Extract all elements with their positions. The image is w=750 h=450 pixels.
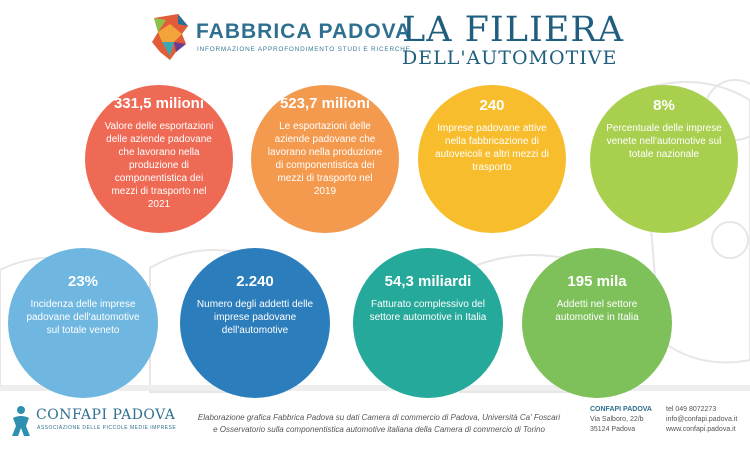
stat-circle-export-2019: 523,7 milioni Le esportazioni delle azie… bbox=[251, 85, 399, 233]
brand-tagline: INFORMAZIONE APPROFONDIMENTO STUDI E RIC… bbox=[197, 46, 411, 53]
stat-value: 54,3 miliardi bbox=[384, 273, 472, 290]
confapi-figure-logo-icon bbox=[12, 406, 30, 436]
stat-circle-fatturato: 54,3 miliardi Fatturato complessivo del … bbox=[353, 248, 503, 398]
contact-website[interactable]: www.confapi.padova.it bbox=[666, 426, 736, 433]
stat-description: Numero degli addetti delle imprese padov… bbox=[196, 299, 314, 336]
address-block: CONFAPI PADOVA Via Salboro, 22/b 35124 P… bbox=[590, 405, 652, 435]
confapi-tagline: ASSOCIAZIONE DELLE PICCOLE MEDIE IMPRESE bbox=[37, 425, 177, 431]
page-title: LA FILIERA bbox=[402, 10, 624, 50]
address-street: Via Salboro, 22/b bbox=[590, 416, 644, 423]
stat-circle-percentuale-imprese: 8% Percentuale delle imprese venete nell… bbox=[590, 85, 738, 233]
page-subtitle: DELL'AUTOMOTIVE bbox=[402, 47, 618, 69]
stat-circle-addetti-italia: 195 mila Addetti nel settore automotive … bbox=[522, 248, 672, 398]
stat-description: Addetti nel settore automotive in Italia bbox=[555, 299, 639, 323]
stat-value: 8% bbox=[653, 97, 675, 114]
contact-email[interactable]: info@confapi.padova.it bbox=[666, 416, 738, 423]
brand-name: FABBRICA PADOVA bbox=[196, 20, 412, 43]
stat-description: Incidenza delle imprese padovane dell'au… bbox=[26, 299, 140, 336]
stat-circle-addetti-padova: 2.240 Numero degli addetti delle imprese… bbox=[180, 248, 330, 398]
contact-block: tel 049 8072273 info@confapi.padova.it w… bbox=[666, 405, 737, 435]
credits-text: Elaborazione grafica Fabbrica Padova su … bbox=[170, 412, 588, 436]
stat-circle-imprese-attive: 240 Imprese padovane attive nella fabbri… bbox=[418, 85, 566, 233]
contact-tel: tel 049 8072273 bbox=[666, 406, 717, 413]
stat-description: Imprese padovane attive nella fabbricazi… bbox=[435, 123, 549, 173]
stat-value: 331,5 milioni bbox=[113, 95, 205, 112]
stat-description: Fatturato complessivo del settore automo… bbox=[369, 299, 487, 323]
address-city: 35124 Padova bbox=[590, 426, 636, 433]
credits-line: Elaborazione grafica Fabbrica Padova su … bbox=[197, 413, 561, 422]
stat-description: Le esportazioni delle aziende padovane c… bbox=[267, 121, 383, 197]
address-name: CONFAPI PADOVA bbox=[590, 406, 652, 413]
stat-circle-export-2021: 331,5 milioni Valore delle esportazioni … bbox=[85, 85, 233, 233]
stat-description: Percentuale delle imprese venete nell'au… bbox=[606, 123, 722, 160]
stat-circle-incidenza: 23% Incidenza delle imprese padovane del… bbox=[8, 248, 158, 398]
stat-value: 523,7 milioni bbox=[279, 95, 371, 112]
stat-description: Valore delle esportazioni delle aziende … bbox=[104, 121, 214, 210]
stat-value: 240 bbox=[479, 97, 505, 114]
fabbrica-padova-lion-logo-icon bbox=[152, 14, 188, 60]
stat-value: 2.240 bbox=[236, 273, 274, 290]
stat-value: 195 mila bbox=[567, 273, 627, 290]
credits-line: e Osservatorio sulla componentistica aut… bbox=[213, 425, 545, 434]
confapi-name: CONFAPI PADOVA bbox=[36, 407, 176, 423]
stat-value: 23% bbox=[67, 273, 99, 290]
header: FABBRICA PADOVA INFORMAZIONE APPROFONDIM… bbox=[0, 0, 750, 80]
